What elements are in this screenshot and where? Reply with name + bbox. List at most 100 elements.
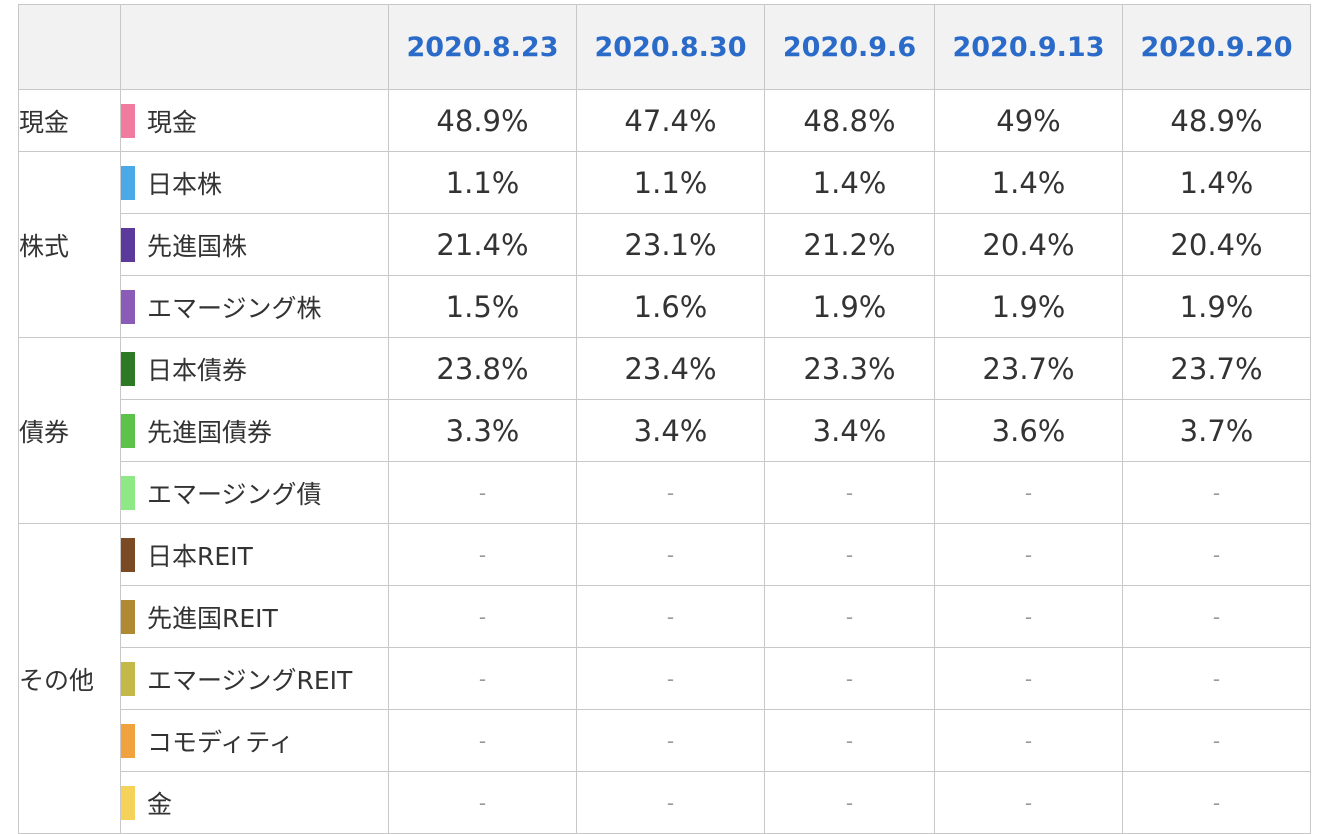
date-header: 2020.8.30 — [576, 4, 765, 90]
category-cell: 債券 — [18, 337, 121, 524]
asset-cell: 先進国債券 — [120, 399, 389, 462]
value-cell: 3.6% — [934, 399, 1123, 462]
value-cell: 23.7% — [934, 337, 1123, 400]
value-cell: 48.9% — [1122, 89, 1311, 152]
asset-cell: 現金 — [120, 89, 389, 152]
value-cell: - — [576, 461, 765, 524]
table-row: 金----- — [19, 771, 1311, 834]
table-row: その他 日本REIT - - - - - — [18, 523, 1311, 834]
value-cell: 23.1% — [576, 213, 765, 276]
asset-label: 日本株 — [147, 169, 223, 199]
value-cell: - — [1122, 523, 1311, 586]
value-cell: - — [388, 771, 577, 834]
color-swatch — [121, 785, 135, 820]
category-cell: 株式 — [18, 151, 121, 338]
value-cell: 1.4% — [764, 151, 935, 214]
value-cell: 48.8% — [764, 89, 935, 152]
date-header: 2020.9.6 — [764, 4, 935, 90]
value-cell: 47.4% — [576, 89, 765, 152]
value-cell: 20.4% — [934, 213, 1123, 276]
value-cell: - — [764, 461, 935, 524]
asset-cell: コモディティ — [120, 709, 389, 772]
header-asset-cell — [120, 4, 389, 90]
value-cell: - — [1122, 585, 1311, 648]
table-row: 現金 現金 48.9% 47.4% 48.8% 49% 48.9% — [18, 89, 1311, 152]
value-cell: 1.9% — [764, 275, 935, 338]
value-cell: - — [764, 523, 935, 586]
value-cell: - — [576, 647, 765, 710]
asset-cell: 日本株 — [120, 151, 389, 214]
value-cell: - — [1122, 461, 1311, 524]
date-header: 2020.9.13 — [934, 4, 1123, 90]
date-header: 2020.8.23 — [388, 4, 577, 90]
allocation-table: 2020.8.23 2020.8.30 2020.9.6 2020.9.13 2… — [18, 4, 1311, 834]
asset-label: 先進国債券 — [147, 417, 273, 447]
color-swatch — [121, 227, 135, 262]
table-row: エマージングREIT - - - - - — [19, 647, 1311, 710]
value-cell: - — [764, 709, 935, 772]
value-cell: 3.7% — [1122, 399, 1311, 462]
table-row: 先進国株 21.4% 23.1% 21.2% 20.4% 20.4% — [19, 213, 1311, 276]
asset-label: 先進国株 — [147, 231, 248, 261]
value-cell: - — [934, 585, 1123, 648]
asset-cell: 日本債券 — [120, 337, 389, 400]
value-cell: - — [1122, 647, 1311, 710]
value-cell: - — [934, 461, 1123, 524]
value-cell: 1.9% — [1122, 275, 1311, 338]
value-cell: 21.2% — [764, 213, 935, 276]
asset-label: 先進国REIT — [147, 603, 278, 633]
value-cell: - — [934, 771, 1123, 834]
asset-cell: 先進国REIT — [120, 585, 389, 648]
value-cell: - — [576, 709, 765, 772]
asset-label: コモディティ — [147, 727, 294, 757]
date-header: 2020.9.20 — [1122, 4, 1311, 90]
value-cell: - — [934, 709, 1123, 772]
value-cell: - — [1122, 709, 1311, 772]
color-swatch — [121, 475, 135, 510]
table-row: 債券 日本債券 23.8% 23.4% 23.3% 23.7% 23.7% — [18, 337, 1311, 524]
asset-cell: 金 — [120, 771, 389, 834]
asset-cell: 日本REIT — [120, 523, 389, 586]
value-cell: 1.4% — [934, 151, 1123, 214]
table-row: 先進国REIT - - - - - — [19, 585, 1311, 648]
value-cell: - — [764, 771, 935, 834]
value-cell: 20.4% — [1122, 213, 1311, 276]
value-cell: - — [934, 647, 1123, 710]
asset-label: 日本債券 — [147, 355, 248, 385]
value-cell: 1.6% — [576, 275, 765, 338]
color-swatch — [121, 723, 135, 758]
color-swatch — [121, 661, 135, 696]
asset-label: エマージングREIT — [147, 665, 353, 695]
value-cell: - — [576, 523, 765, 586]
color-swatch — [121, 165, 135, 200]
value-cell: - — [934, 523, 1123, 586]
value-cell: - — [764, 585, 935, 648]
asset-cell: エマージングREIT — [120, 647, 389, 710]
value-cell: - — [388, 523, 577, 586]
value-cell: 49% — [934, 89, 1123, 152]
value-cell: 21.4% — [388, 213, 577, 276]
value-cell: - — [388, 647, 577, 710]
value-cell: 48.9% — [388, 89, 577, 152]
value-cell: 23.8% — [388, 337, 577, 400]
asset-label: 日本REIT — [147, 541, 253, 571]
color-swatch — [121, 413, 135, 448]
value-cell: - — [388, 461, 577, 524]
color-swatch — [121, 599, 135, 634]
value-cell: 3.3% — [388, 399, 577, 462]
table-row: 株式 日本株 1.1% 1.1% 1.4% 1.4% 1.4% — [18, 151, 1311, 338]
value-cell: 1.4% — [1122, 151, 1311, 214]
table-row: エマージング債 - - - - - — [19, 461, 1311, 524]
value-cell: 1.5% — [388, 275, 577, 338]
value-cell: - — [764, 647, 935, 710]
value-cell: - — [576, 585, 765, 648]
value-cell: 1.1% — [388, 151, 577, 214]
color-swatch — [121, 537, 135, 572]
asset-cell: 先進国株 — [120, 213, 389, 276]
asset-label: 現金 — [147, 107, 198, 137]
value-cell: 23.3% — [764, 337, 935, 400]
table-row: 先進国債券 3.3% 3.4% 3.4% 3.6% 3.7% — [19, 399, 1311, 462]
asset-cell: エマージング債 — [120, 461, 389, 524]
value-cell: 1.9% — [934, 275, 1123, 338]
color-swatch — [121, 103, 135, 138]
